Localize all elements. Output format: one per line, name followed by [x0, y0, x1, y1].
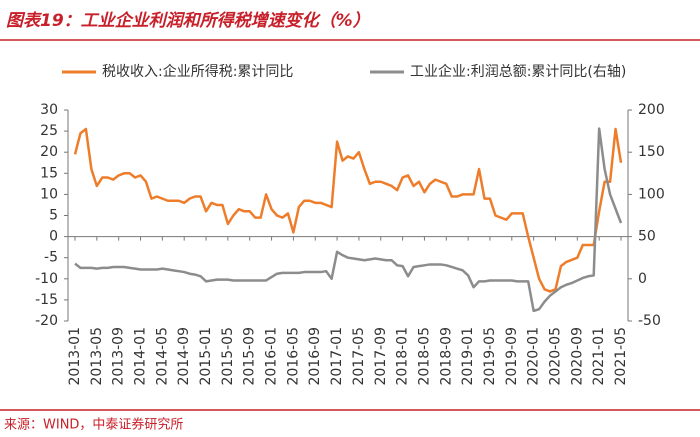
x-tick-label: 2017-09 — [373, 327, 389, 386]
x-tick-label: 2014-09 — [176, 327, 192, 386]
x-tick-label: 2015-09 — [242, 327, 258, 386]
y2-tick-label: 0 — [638, 271, 647, 287]
x-tick-label: 2017-01 — [329, 327, 345, 386]
y-tick-label: -5 — [44, 250, 58, 266]
chart-title: 图表19：工业企业利润和所得税增速变化（%） — [6, 11, 370, 31]
y-tick-label: -10 — [35, 271, 58, 287]
x-tick-label: 2019-09 — [504, 327, 520, 386]
y-tick-label: 5 — [49, 208, 58, 224]
y2-tick-label: 150 — [638, 144, 665, 160]
x-tick-label: 2016-05 — [285, 327, 301, 386]
y-tick-label: 20 — [40, 144, 58, 160]
x-tick-label: 2013-01 — [67, 327, 83, 386]
x-tick-label: 2020-09 — [569, 327, 585, 386]
x-tick-label: 2015-05 — [220, 327, 236, 386]
x-tick-label: 2018-01 — [395, 327, 411, 386]
x-tick-label: 2019-01 — [460, 327, 476, 386]
x-tick-label: 2014-01 — [133, 327, 149, 386]
x-tick-label: 2020-05 — [547, 327, 563, 386]
legend-label: 税收收入:企业所得税:累计同比 — [102, 63, 293, 80]
x-tick-label: 2020-01 — [526, 327, 542, 386]
x-tick-label: 2013-09 — [111, 327, 127, 386]
legend-label: 工业企业:利润总额:累计同比(右轴) — [410, 63, 626, 80]
y2-tick-label: -50 — [638, 313, 661, 329]
series-line — [74, 127, 623, 313]
x-tick-label: 2018-05 — [416, 327, 432, 386]
y-tick-label: -15 — [35, 292, 58, 308]
x-tick-label: 2016-09 — [307, 327, 323, 386]
y2-tick-label: 100 — [638, 186, 665, 202]
y-tick-label: 0 — [49, 229, 58, 245]
y-tick-label: 30 — [40, 102, 58, 118]
x-tick-label: 2016-01 — [264, 327, 280, 386]
x-tick-label: 2019-05 — [482, 327, 498, 386]
series-line — [73, 127, 623, 293]
x-tick-label: 2015-01 — [198, 327, 214, 386]
source: 来源：WIND，中泰证券研究所 — [4, 417, 183, 433]
y-tick-label: -20 — [35, 313, 58, 329]
x-tick-label: 2018-09 — [438, 327, 454, 386]
x-tick-label: 2021-05 — [613, 327, 629, 386]
x-tick-label: 2014-05 — [154, 327, 170, 386]
x-tick-label: 2017-05 — [351, 327, 367, 386]
y2-tick-label: 50 — [638, 229, 656, 245]
y-tick-label: 25 — [40, 123, 58, 139]
x-tick-label: 2013-05 — [89, 327, 105, 386]
x-tick-label: 2021-01 — [591, 327, 607, 386]
y-tick-label: 15 — [40, 165, 58, 181]
y-tick-label: 10 — [40, 186, 58, 202]
y2-tick-label: 200 — [638, 102, 665, 118]
